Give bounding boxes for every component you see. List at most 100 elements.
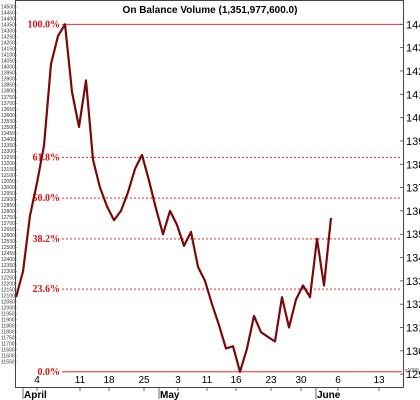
left-tick-label: 12250 <box>1 275 15 281</box>
right-tick-label: 136 <box>406 206 420 218</box>
left-tick-label: 13100 <box>1 173 15 179</box>
right-tick-label: 135 <box>406 229 420 241</box>
left-tick-label: 12900 <box>1 197 15 203</box>
left-tick-label: 12350 <box>1 263 15 269</box>
right-tick-label: 131 <box>406 323 420 335</box>
left-tick-label: 12700 <box>1 221 15 227</box>
month-label: June <box>317 390 341 400</box>
left-tick-label: 13150 <box>1 167 15 173</box>
left-tick-label: 13550 <box>1 119 15 125</box>
left-tick-label: 14100 <box>1 53 15 59</box>
right-tick-label: 141 <box>406 89 420 101</box>
right-axis-unit: x1000 <box>405 368 419 374</box>
left-tick-label: 13300 <box>1 149 15 155</box>
left-tick-label: 11800 <box>1 329 15 335</box>
left-tick-label: 12200 <box>1 281 15 287</box>
left-tick-label: 12850 <box>1 203 15 209</box>
left-tick-label: 13800 <box>1 89 15 95</box>
left-tick-label: 12500 <box>1 245 15 251</box>
left-tick-label: 14250 <box>1 35 15 41</box>
left-tick-label: 11950 <box>1 311 15 317</box>
left-tick-label: 12100 <box>1 293 15 299</box>
left-tick-label: 12650 <box>1 227 15 233</box>
left-tick-label: 14300 <box>1 29 15 35</box>
fib-label: 23.6% <box>33 284 61 295</box>
left-tick-label: 11650 <box>1 347 15 353</box>
right-tick-label: 133 <box>406 276 420 288</box>
x-tick-label: 30 <box>295 375 307 386</box>
chart-title: On Balance Volume (1,351,977,600.0) <box>123 5 298 16</box>
left-tick-label: 12600 <box>1 233 15 239</box>
x-tick-label: 25 <box>138 375 150 386</box>
left-tick-label: 13400 <box>1 137 15 143</box>
left-tick-label: 12300 <box>1 269 15 275</box>
left-tick-label: 12550 <box>1 239 15 245</box>
right-tick-label: 144 <box>406 19 420 31</box>
right-tick-label: 138 <box>406 159 420 171</box>
left-tick-label: 11850 <box>1 323 15 329</box>
left-tick-label: 14150 <box>1 47 15 53</box>
right-tick-label: 132 <box>406 299 420 311</box>
left-tick-label: 14400 <box>1 17 15 23</box>
left-tick-label: 11900 <box>1 317 15 323</box>
fib-label: 0.0% <box>38 367 61 378</box>
x-axis: 4 11 18 25 3 11 16 23 30 6 13 April May June <box>22 375 385 400</box>
left-tick-label: 13450 <box>1 131 15 137</box>
x-tick-label: 11 <box>75 375 86 386</box>
left-tick-label: 13700 <box>1 101 15 107</box>
left-tick-label: 13850 <box>1 83 15 89</box>
right-tick-label: 134 <box>406 253 420 265</box>
left-tick-label: 14450 <box>1 11 15 17</box>
plot-frame <box>15 0 404 388</box>
fib-label: 61.8% <box>33 152 61 163</box>
left-tick-label: 13950 <box>1 71 15 77</box>
left-tick-label: 12750 <box>1 215 15 221</box>
right-tick-label: 137 <box>406 183 420 195</box>
left-tick-label: 13650 <box>1 107 15 113</box>
left-tick-label: 12950 <box>1 191 15 197</box>
left-tick-label: 13000 <box>1 185 15 191</box>
left-tick-label: 11700 <box>1 341 15 347</box>
left-tick-label: 14050 <box>1 59 15 65</box>
right-tick-label: 139 <box>406 136 420 148</box>
x-tick-label: 3 <box>175 375 181 386</box>
fib-label: 100.0% <box>28 19 61 30</box>
left-axis: 1450014450144001435014300142501420014150… <box>1 5 17 366</box>
right-tick-label: 140 <box>406 113 420 125</box>
fib-label: 38.2% <box>33 234 61 245</box>
left-tick-label: 13200 <box>1 161 15 167</box>
left-tick-label: 13900 <box>1 77 15 83</box>
right-tick-label: 130 <box>406 346 420 358</box>
month-label: May <box>160 390 180 400</box>
x-tick-label: 23 <box>265 375 277 386</box>
x-tick-label: 13 <box>373 375 385 386</box>
x-tick-label: 18 <box>103 375 115 386</box>
left-tick-label: 12400 <box>1 257 15 263</box>
left-tick-label: 12450 <box>1 251 15 257</box>
left-tick-label: 11750 <box>1 335 15 341</box>
right-tick-label: 143 <box>406 43 420 55</box>
left-tick-label: 14200 <box>1 41 15 47</box>
x-tick-label: 16 <box>230 375 242 386</box>
left-tick-label: 13250 <box>1 155 15 161</box>
left-tick-label: 12000 <box>1 305 15 311</box>
left-tick-label: 14500 <box>1 5 15 11</box>
left-tick-label: 14000 <box>1 65 15 71</box>
series-layer <box>14 23 333 373</box>
left-tick-label: 11600 <box>1 353 15 359</box>
left-tick-label: 12050 <box>1 299 15 305</box>
x-tick-label: 4 <box>34 375 40 386</box>
right-tick-label: 129 <box>406 369 420 381</box>
month-label: April <box>24 390 47 400</box>
left-tick-label: 11550 <box>1 360 15 366</box>
x-tick-label: 11 <box>202 375 213 386</box>
left-tick-label: 13750 <box>1 95 15 101</box>
left-tick-label: 13600 <box>1 113 15 119</box>
left-tick-label: 13500 <box>1 125 15 131</box>
left-tick-label: 14350 <box>1 23 15 29</box>
left-tick-label: 13050 <box>1 179 15 185</box>
fib-label: 50.0% <box>33 193 61 204</box>
x-tick-label: 6 <box>335 375 341 386</box>
left-tick-label: 13350 <box>1 143 15 149</box>
